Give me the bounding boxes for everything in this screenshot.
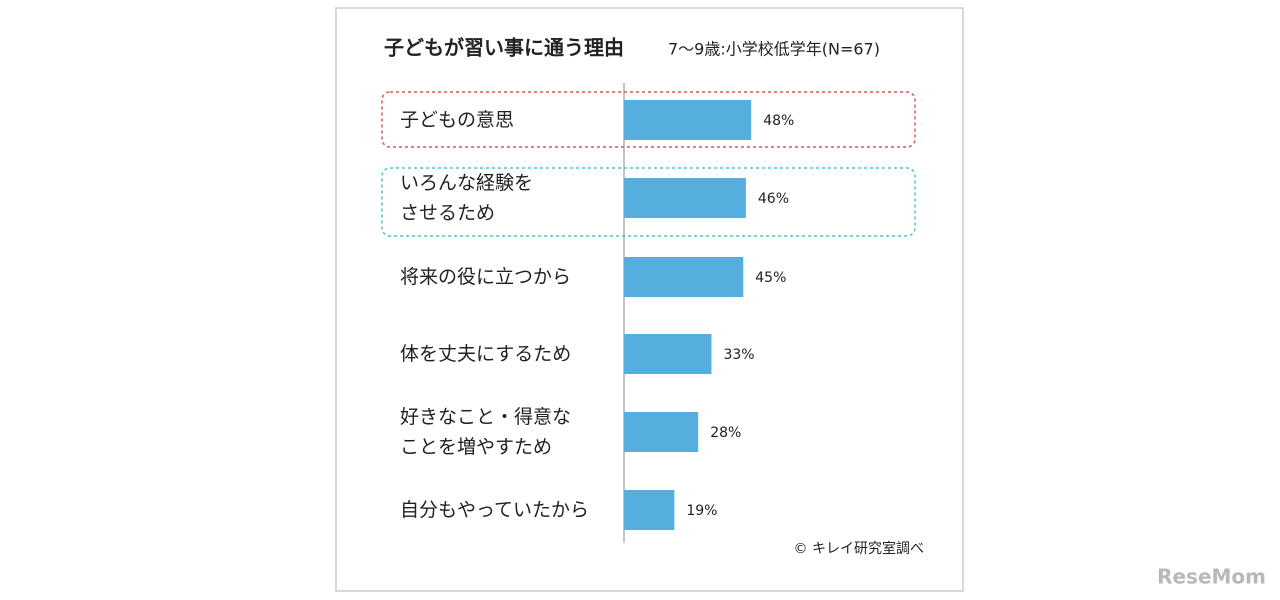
source: © キレイ研究室調べ [794, 540, 924, 557]
value-label: 45% [755, 270, 786, 286]
watermark: ReseMom [1157, 565, 1266, 589]
bar [624, 334, 712, 374]
value-label: 33% [723, 347, 754, 363]
highlight-box [381, 167, 916, 237]
bar [624, 178, 746, 218]
bar [624, 257, 744, 297]
frame [335, 7, 964, 592]
value-label: 48% [763, 113, 794, 129]
category-label: 将来の役に立つから [400, 266, 572, 288]
bar [624, 490, 675, 530]
highlight-box [381, 91, 916, 148]
chart-subtitle: 7〜9歳:小学校低学年(N=67) [668, 40, 880, 59]
category-label: 好きなこと・得意な ことを増やすため [400, 406, 572, 458]
chart-title: 子どもが習い事に通う理由 [384, 36, 624, 60]
category-label: 自分もやっていたから [400, 499, 590, 521]
category-label: 子どもの意思 [400, 109, 515, 131]
bar [624, 100, 752, 140]
value-label: 46% [758, 191, 789, 207]
category-label: 体を丈夫にするため [400, 343, 572, 365]
bar [624, 412, 699, 452]
value-label: 28% [710, 425, 741, 441]
category-label: いろんな経験を させるため [400, 172, 534, 224]
value-label: 19% [686, 503, 717, 519]
